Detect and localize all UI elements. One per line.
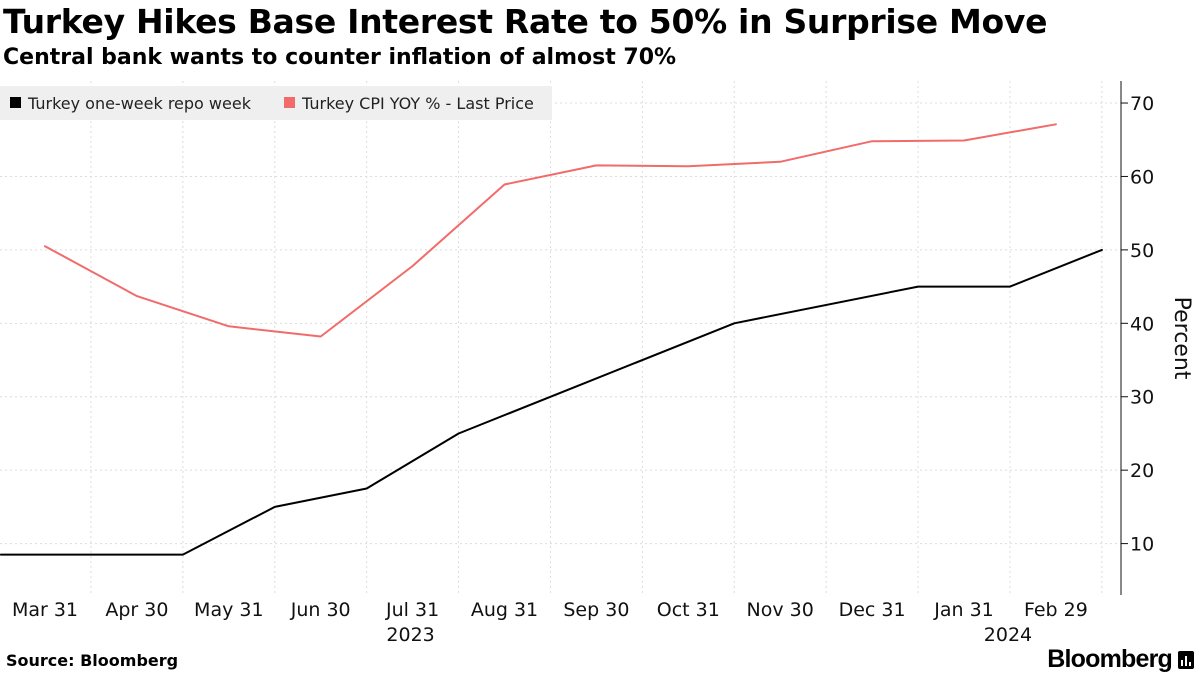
x-tick-label: Nov 30: [747, 599, 814, 621]
bloomberg-terminal-icon: [1178, 650, 1194, 669]
y-tick-label: 60: [1130, 166, 1154, 188]
chart-title: Turkey Hikes Base Interest Rate to 50% i…: [3, 2, 1048, 41]
legend-swatch-cpi: [284, 97, 295, 108]
y-tick-label: 30: [1130, 387, 1154, 409]
y-tick-label: 70: [1130, 93, 1154, 115]
bloomberg-logo: Bloomberg: [1047, 645, 1194, 674]
legend-label-repo: Turkey one-week repo week: [27, 94, 252, 113]
y-tick-label: 10: [1130, 534, 1154, 556]
chart-subtitle: Central bank wants to counter inflation …: [3, 45, 677, 70]
x-tick-label: Apr 30: [105, 599, 168, 621]
brand-wordmark: Bloomberg: [1047, 645, 1173, 673]
y-tick-label: 40: [1130, 313, 1154, 335]
series-line-repo-rate: [0, 248, 1103, 556]
y-axis-ticks: 10 20 30 40 50 60 70: [1121, 93, 1154, 556]
legend-background: [0, 86, 552, 120]
y-tick-label: 20: [1130, 460, 1154, 482]
x-tick-label: Mar 31: [12, 599, 78, 621]
x-tick-label: Aug 31: [471, 599, 538, 621]
series-line-cpi: [44, 123, 1057, 338]
x-tick-label: Jan 31: [933, 599, 994, 621]
x-tick-label: Oct 31: [657, 599, 720, 621]
x-year-label: 2024: [984, 624, 1032, 646]
grid-lines: [0, 81, 1121, 595]
x-tick-label: Sep 30: [563, 599, 629, 621]
x-tick-label: Jun 30: [290, 599, 351, 621]
series-lines: [0, 123, 1103, 556]
x-year-label: 2023: [386, 624, 434, 646]
x-tick-label: Dec 31: [839, 599, 906, 621]
legend-swatch-repo: [10, 97, 21, 108]
x-tick-label: Feb 29: [1024, 599, 1088, 621]
y-axis-title: Percent: [1169, 297, 1194, 380]
x-axis-ticks: Mar 31 Apr 30 May 31 Jun 30 Jul 31 Aug 31 Sep …: [12, 599, 1088, 646]
legend: Turkey one-week repo week Turkey CPI YOY…: [0, 86, 552, 120]
source-note: Source: Bloomberg: [6, 651, 179, 670]
legend-label-cpi: Turkey CPI YOY % - Last Price: [301, 94, 534, 113]
y-tick-label: 50: [1130, 240, 1154, 262]
x-tick-label: Jul 31: [385, 599, 439, 621]
x-tick-label: May 31: [194, 599, 264, 621]
